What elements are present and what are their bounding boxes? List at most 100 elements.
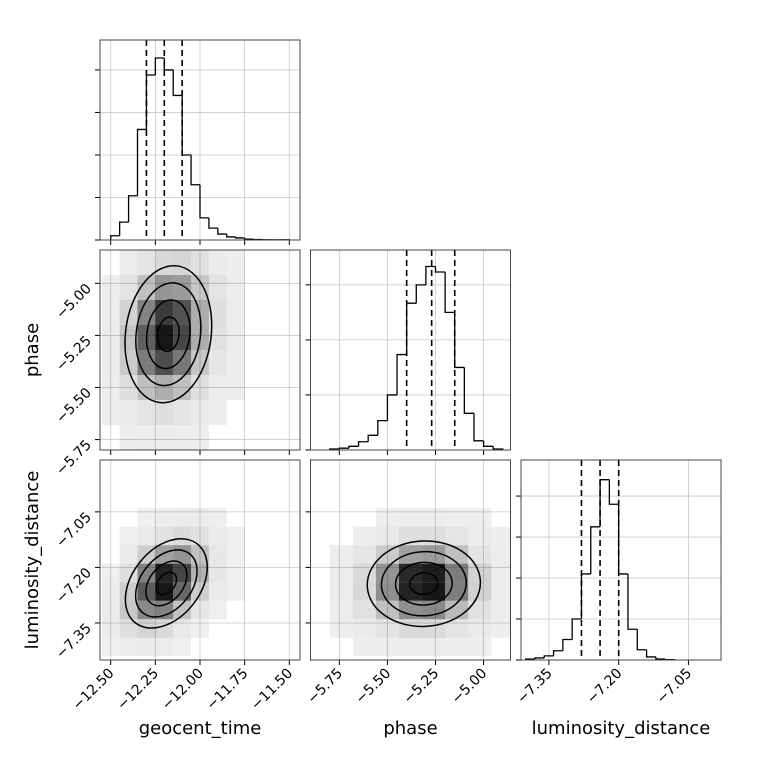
panel-frame — [310, 459, 511, 661]
density-cell — [155, 619, 174, 638]
histogram-bin — [463, 367, 474, 414]
density-cell — [137, 563, 156, 583]
contour — [380, 550, 468, 617]
density-cell — [101, 637, 120, 657]
histogram-bin — [235, 236, 245, 239]
density-cell — [329, 582, 353, 601]
density-cell — [491, 545, 511, 564]
contour — [394, 561, 453, 606]
density-cell — [119, 250, 138, 275]
density-cell — [155, 425, 174, 450]
density-cell — [137, 250, 156, 275]
density-cell — [208, 250, 227, 275]
contour — [124, 264, 213, 404]
contour — [145, 560, 188, 607]
density-cell — [137, 400, 156, 425]
panel-frame — [520, 459, 722, 661]
density-cell — [375, 526, 399, 546]
histogram-bin — [243, 237, 254, 240]
x-tick-label: −12.25 — [114, 666, 162, 714]
histogram-bin — [618, 504, 628, 575]
density-cell — [226, 545, 245, 564]
histogram-bin — [208, 217, 218, 229]
density-cell — [352, 619, 376, 638]
contour — [135, 282, 202, 387]
density-cell — [137, 600, 156, 620]
density-cell — [173, 425, 192, 450]
density-cell — [173, 508, 192, 527]
density-cell — [329, 600, 353, 620]
plot-area — [100, 40, 300, 240]
density-cell — [101, 400, 120, 425]
y-tick-label: −5.50 — [53, 385, 95, 427]
density-cell — [208, 526, 227, 546]
y-axis-label: phase — [22, 323, 43, 377]
density-cell — [398, 508, 423, 527]
density-cell — [208, 600, 227, 620]
density-cell — [191, 375, 209, 400]
contour — [134, 549, 198, 618]
density-cell — [119, 325, 138, 350]
density-cell — [173, 400, 192, 425]
density-cell — [375, 637, 399, 657]
x-tick-label: −12.00 — [159, 666, 207, 714]
x-tick-label: −11.75 — [204, 666, 252, 714]
density-cell — [468, 619, 492, 638]
density-cell — [101, 563, 120, 583]
density-cell — [191, 275, 209, 300]
density-cell — [119, 563, 138, 583]
y-axis-label: luminosity_distance — [22, 471, 43, 650]
density-cell — [352, 637, 376, 657]
density-cell — [191, 582, 209, 601]
contour — [155, 571, 178, 596]
histogram-bin — [571, 618, 582, 640]
histogram-bin — [199, 184, 209, 219]
density-cell — [208, 582, 227, 601]
y-tick-label: −7.05 — [53, 509, 95, 551]
y-tick-label: −5.75 — [53, 437, 95, 479]
density-cell — [191, 600, 209, 620]
contour — [124, 538, 209, 629]
histogram-bin — [482, 440, 494, 447]
panel-frame — [99, 249, 301, 451]
histogram-bin — [608, 479, 619, 505]
histogram-bin — [190, 154, 200, 186]
x-tick-label: −5.00 — [449, 666, 491, 708]
density-cell — [119, 425, 138, 450]
histogram-bin — [599, 479, 610, 527]
density-cell — [191, 425, 209, 450]
density-cell — [173, 526, 192, 546]
histogram-bin — [627, 573, 638, 630]
density-cell — [375, 600, 399, 620]
density-cell — [155, 300, 174, 325]
density-cell — [226, 250, 245, 275]
density-cell — [226, 563, 245, 583]
contour — [145, 299, 191, 370]
x-tick-label: −5.25 — [401, 666, 443, 708]
density-cell — [329, 563, 353, 583]
panel: −7.35 −7.20 −7.05 luminosity_distance — [514, 459, 722, 739]
density-cell — [101, 619, 120, 638]
histogram-bin — [145, 74, 156, 130]
density-cell — [398, 545, 423, 564]
density-cell — [155, 325, 174, 350]
panel — [95, 39, 301, 245]
density-cell — [101, 375, 120, 400]
x-tick-label: −7.05 — [654, 666, 696, 708]
histogram-bin — [580, 573, 591, 620]
density-cell — [101, 325, 120, 350]
histogram-bin — [136, 128, 147, 196]
density-cell — [155, 375, 174, 400]
density-cell — [155, 582, 174, 601]
density-cell — [173, 250, 192, 275]
histogram-bin — [163, 58, 174, 71]
histogram-bin — [645, 649, 656, 658]
x-tick-label: −5.50 — [353, 666, 395, 708]
plot-area — [521, 460, 721, 660]
histogram-bin — [357, 441, 369, 447]
density-cell — [329, 619, 353, 638]
density-cell — [191, 400, 209, 425]
density-cell — [226, 582, 245, 601]
